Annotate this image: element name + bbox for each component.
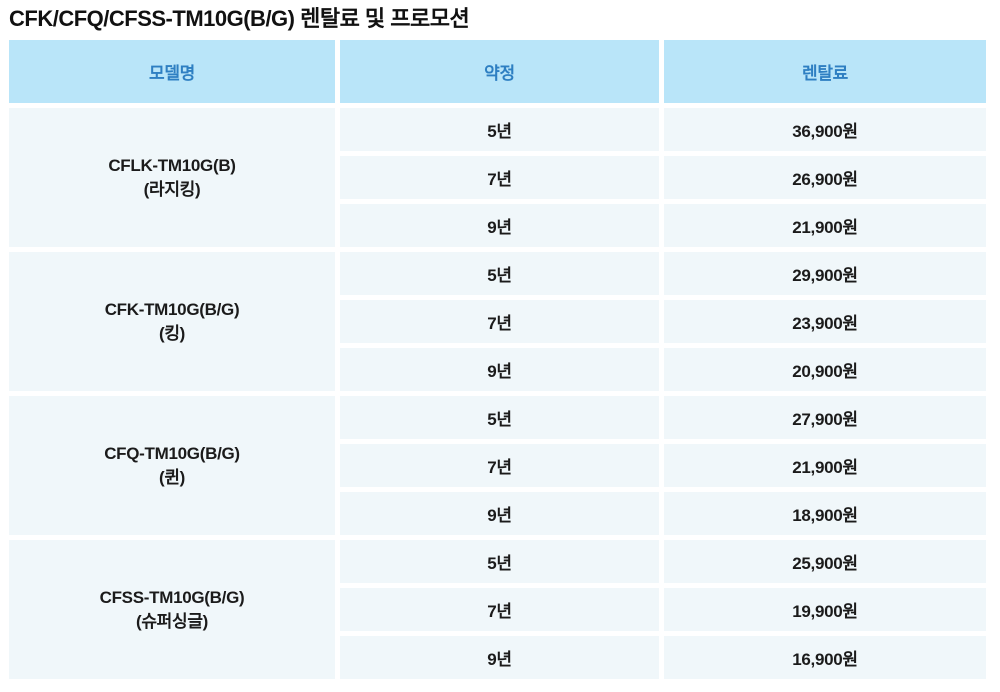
price-cell: 20,900원 [664, 348, 986, 391]
column-header-rental-fee: 렌탈료 [664, 40, 986, 103]
price-cell: 21,900원 [664, 204, 986, 247]
term-cell: 5년 [340, 540, 659, 583]
term-cell: 9년 [340, 348, 659, 391]
model-variant: (퀸) [158, 467, 186, 487]
price-cell: 36,900원 [664, 108, 986, 151]
model-name: CFQ-TM10G(B/G) [104, 443, 240, 463]
price-cell: 18,900원 [664, 492, 986, 535]
model-cell: CFLK-TM10G(B) (라지킹) [9, 108, 335, 247]
model-name: CFK-TM10G(B/G) [104, 299, 240, 319]
price-cell: 27,900원 [664, 396, 986, 439]
term-cell: 5년 [340, 252, 659, 295]
price-cell: 19,900원 [664, 588, 986, 631]
term-cell: 9년 [340, 204, 659, 247]
price-cell: 26,900원 [664, 156, 986, 199]
price-cell: 29,900원 [664, 252, 986, 295]
term-cell: 5년 [340, 396, 659, 439]
model-variant: (킹) [158, 323, 186, 343]
model-cell: CFK-TM10G(B/G) (킹) [9, 252, 335, 391]
price-cell: 16,900원 [664, 636, 986, 679]
price-cell: 21,900원 [664, 444, 986, 487]
term-cell: 9년 [340, 636, 659, 679]
term-cell: 7년 [340, 588, 659, 631]
model-cell: CFSS-TM10G(B/G) (슈퍼싱글) [9, 540, 335, 679]
price-cell: 23,900원 [664, 300, 986, 343]
model-variant: (라지킹) [143, 179, 201, 199]
column-header-model: 모델명 [9, 40, 335, 103]
rental-price-table: 모델명 약정 렌탈료 CFLK-TM10G(B) (라지킹) 5년 36,900… [9, 40, 986, 679]
term-cell: 7년 [340, 444, 659, 487]
page-title: CFK/CFQ/CFSS-TM10G(B/G) 렌탈료 및 프로모션 [9, 6, 470, 31]
term-cell: 5년 [340, 108, 659, 151]
price-cell: 25,900원 [664, 540, 986, 583]
term-cell: 9년 [340, 492, 659, 535]
column-header-term: 약정 [340, 40, 659, 103]
model-cell: CFQ-TM10G(B/G) (퀸) [9, 396, 335, 535]
model-name: CFSS-TM10G(B/G) [99, 587, 245, 607]
term-cell: 7년 [340, 156, 659, 199]
model-variant: (슈퍼싱글) [135, 611, 209, 631]
term-cell: 7년 [340, 300, 659, 343]
model-name: CFLK-TM10G(B) [108, 155, 236, 175]
